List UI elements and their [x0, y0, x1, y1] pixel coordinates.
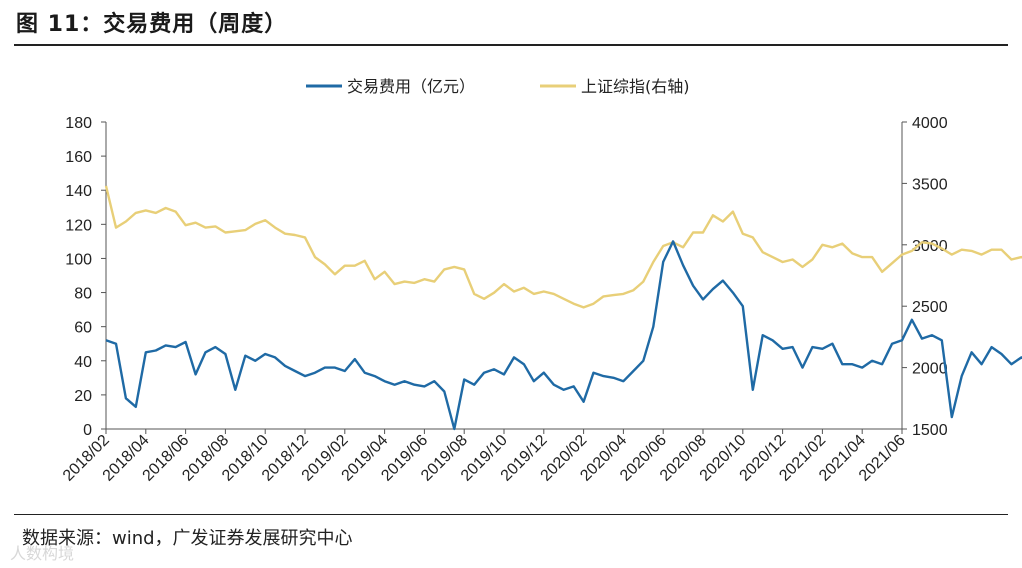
fee-series-line — [105, 240, 1022, 431]
left-axis-tick-label: 40 — [74, 354, 92, 371]
left-axis-tick-label: 0 — [83, 422, 92, 439]
right-axis-tick-label: 4000 — [912, 115, 948, 132]
legend-label-index: 上证综指(右轴) — [581, 77, 690, 96]
right-axis-tick-label: 3500 — [912, 176, 948, 193]
left-axis-tick-label: 180 — [65, 115, 92, 132]
right-axis-tick-label: 1500 — [912, 422, 948, 439]
legend-label-fee: 交易费用（亿元） — [347, 77, 475, 96]
left-axis-tick-label: 100 — [65, 251, 92, 268]
chart-legend: 交易费用（亿元） 上证综指(右轴) — [306, 77, 690, 96]
left-axis-tick-label: 160 — [65, 149, 92, 166]
source-rule — [14, 514, 1008, 515]
index-series-line — [104, 185, 1022, 309]
right-axis-tick-label: 2500 — [912, 299, 948, 316]
right-axis-tick-label: 2000 — [912, 361, 948, 378]
figure-title: 图 11：交易费用（周度） — [16, 12, 288, 37]
title-rule — [14, 44, 1008, 46]
left-axis-tick-label: 60 — [74, 320, 92, 337]
source-note: 数据来源：wind，广发证券发展研究中心 — [22, 528, 353, 549]
left-axis-tick-label: 120 — [65, 217, 92, 234]
chart-axes: 0204060801001201401601801500200025003000… — [60, 115, 948, 485]
left-axis-tick-label: 20 — [74, 388, 92, 405]
watermark-text: 人数构境 — [10, 544, 75, 563]
chart-series — [104, 185, 1022, 431]
left-axis-tick-label: 80 — [74, 286, 92, 303]
left-axis-tick-label: 140 — [65, 183, 92, 200]
